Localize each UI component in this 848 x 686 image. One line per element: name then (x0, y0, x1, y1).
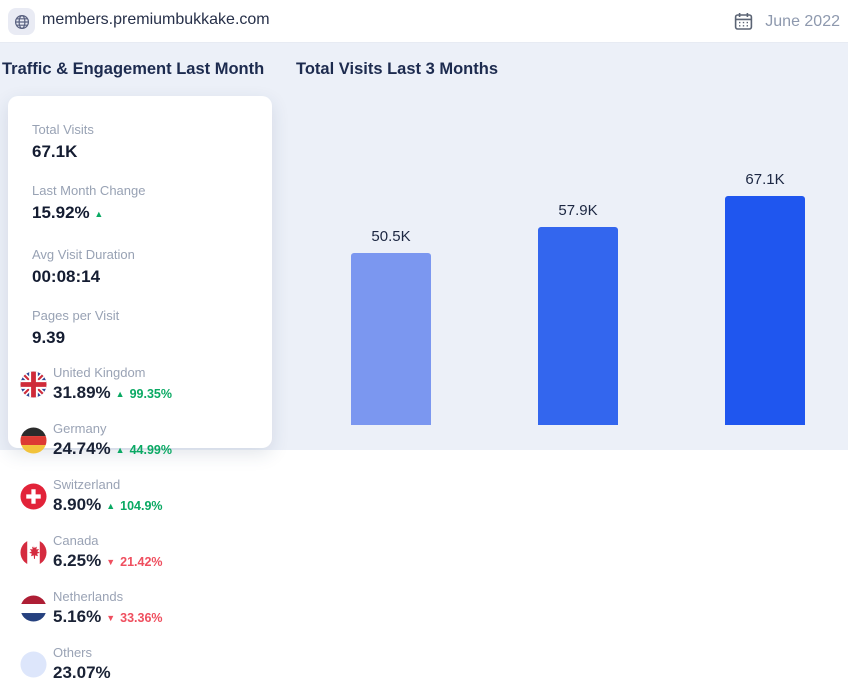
flag-canada-icon (20, 538, 47, 566)
stat-value: 9.39 (32, 328, 66, 347)
stat-label: Avg Visit Duration (32, 247, 135, 262)
flag-switzerland-icon (20, 482, 47, 510)
stat-value: 00:08:14 (32, 267, 101, 286)
change-down-arrow-icon: ▼ (106, 613, 116, 623)
total-visits-chart: 50.5K 57.9K 67.1K (0, 43, 848, 450)
date-selector[interactable]: June 2022 (734, 8, 840, 35)
stat-pages-per-visit: Pages per Visit 9.39 (32, 308, 252, 348)
country-change: 104.9% (120, 499, 163, 513)
country-values: 23.07% (53, 663, 111, 683)
stat-last-month-change: Last Month Change 15.92% ▲ (32, 183, 252, 226)
site-domain: members.premiumbukkake.com (42, 11, 270, 28)
country-row-netherlands: Netherlands 5.16% ▼ 33.36% (20, 580, 265, 636)
bar-value-label: 50.5K (371, 228, 411, 245)
stat-label: Total Visits (32, 122, 94, 137)
flag-germany-icon (20, 426, 47, 454)
country-row-switzerland: Switzerland 8.90% ▲ 104.9% (20, 468, 265, 524)
change-up-arrow-icon: ▲ (115, 389, 125, 399)
country-share: 31.89% (53, 383, 111, 402)
flag-united-kingdom-icon (20, 370, 47, 398)
visits-bar-month-3[interactable] (725, 196, 805, 425)
stat-avg-visit-duration: Avg Visit Duration 00:08:14 (32, 247, 252, 287)
bar-value-label: 67.1K (745, 171, 785, 188)
stat-label: Pages per Visit (32, 308, 120, 323)
calendar-icon (734, 12, 753, 31)
stat-total-visits: Total Visits 67.1K (32, 122, 252, 162)
country-name: United Kingdom (53, 365, 146, 380)
country-share: 8.90% (53, 495, 102, 514)
stat-label: Last Month Change (32, 183, 146, 198)
country-values: 24.74% ▲ 44.99% (53, 439, 172, 459)
country-row-germany: Germany 24.74% ▲ 44.99% (20, 412, 265, 468)
country-change: 33.36% (120, 611, 163, 625)
flag-others-icon (20, 650, 47, 678)
country-share: 23.07% (53, 663, 111, 682)
stats-list: Total Visits 67.1K Last Month Change 15.… (32, 122, 252, 369)
country-values: 31.89% ▲ 99.35% (53, 383, 172, 403)
change-up-arrow-icon: ▲ (94, 209, 104, 219)
country-values: 5.16% ▼ 33.36% (53, 607, 163, 627)
country-share: 6.25% (53, 551, 102, 570)
country-share: 24.74% (53, 439, 111, 458)
country-values: 6.25% ▼ 21.42% (53, 551, 163, 571)
country-row-others: Others 23.07% (20, 636, 265, 686)
change-up-arrow-icon: ▲ (115, 445, 125, 455)
total-visits-title: Total Visits Last 3 Months (296, 60, 499, 78)
stat-value: 67.1K (32, 142, 78, 161)
country-name: Canada (53, 533, 99, 548)
stat-value: 15.92% ▲ (32, 202, 252, 226)
country-name: Others (53, 645, 93, 660)
country-change: 99.35% (129, 387, 172, 401)
flag-netherlands-icon (20, 594, 47, 622)
country-values: 8.90% ▲ 104.9% (53, 495, 163, 515)
traffic-card (8, 96, 272, 448)
country-row-united-kingdom: United Kingdom 31.89% ▲ 99.35% (20, 356, 265, 412)
country-change: 21.42% (120, 555, 163, 569)
change-down-arrow-icon: ▼ (106, 557, 116, 567)
change-up-arrow-icon: ▲ (106, 501, 116, 511)
globe-icon (14, 14, 30, 30)
country-change: 44.99% (129, 443, 172, 457)
visits-bar-month-1[interactable] (351, 253, 431, 425)
date-label[interactable]: June 2022 (765, 12, 840, 30)
country-share: 5.16% (53, 607, 102, 626)
country-name: Germany (53, 421, 107, 436)
visits-bar-month-2[interactable] (538, 227, 618, 425)
bar-value-label: 57.9K (558, 202, 598, 219)
header-bar: members.premiumbukkake.com June 2022 (0, 0, 848, 43)
country-name: Netherlands (53, 589, 124, 604)
countries-list: United Kingdom 31.89% ▲ 99.35% Germany 24… (20, 356, 265, 686)
country-row-canada: Canada 6.25% ▼ 21.42% (20, 524, 265, 580)
site-favicon (8, 8, 35, 35)
traffic-engagement-title: Traffic & Engagement Last Month (2, 60, 265, 78)
country-name: Switzerland (53, 477, 121, 492)
